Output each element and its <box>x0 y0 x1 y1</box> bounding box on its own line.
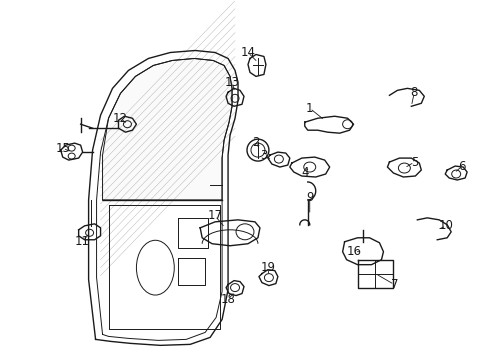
Text: 8: 8 <box>410 86 417 99</box>
Text: 16: 16 <box>346 245 361 258</box>
Text: 17: 17 <box>207 210 222 222</box>
Text: 10: 10 <box>438 219 453 232</box>
Text: 5: 5 <box>410 156 417 168</box>
Text: 11: 11 <box>75 235 90 248</box>
Text: 3: 3 <box>260 149 267 162</box>
Text: 12: 12 <box>113 112 128 125</box>
Text: 6: 6 <box>457 159 465 172</box>
Text: 14: 14 <box>240 46 255 59</box>
Text: 1: 1 <box>305 102 313 115</box>
Text: 18: 18 <box>220 293 235 306</box>
Text: 7: 7 <box>390 278 397 291</box>
Text: 9: 9 <box>305 192 313 204</box>
Text: 19: 19 <box>260 261 275 274</box>
Polygon shape <box>102 58 232 200</box>
Text: 15: 15 <box>55 141 70 155</box>
Text: 2: 2 <box>252 136 259 149</box>
Text: 4: 4 <box>301 166 308 179</box>
Text: 13: 13 <box>224 76 239 89</box>
